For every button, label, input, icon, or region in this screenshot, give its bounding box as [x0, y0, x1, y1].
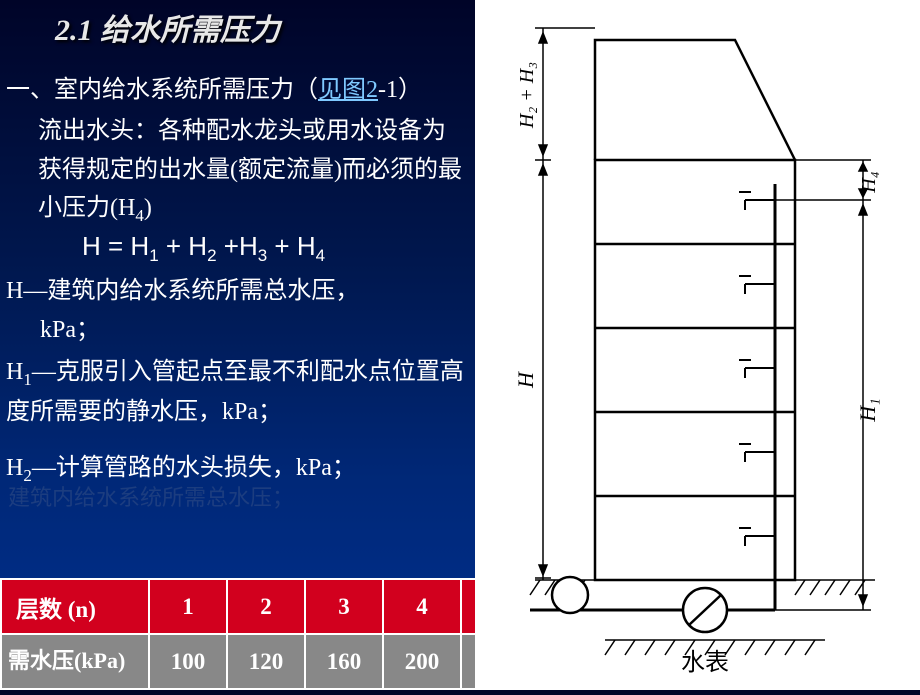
val-c0: 100 [149, 634, 227, 689]
f-s3: 3 [258, 246, 267, 265]
para2-a: 流出水头：各种配水龙头或用水设备为获得规定的出水量(额定流量)而必须的最小压力(… [38, 118, 462, 221]
formula: H = H1 + H2 +H3 + H4 [0, 229, 475, 272]
table-header-row: 层数 (n) 1 2 3 4 5 [1, 579, 539, 634]
def-H: H—建筑内给水系统所需总水压， kPa； [0, 272, 475, 349]
f-s1: 1 [149, 246, 158, 265]
label-H23: H₂ + H₃ [516, 62, 538, 129]
roof [595, 40, 795, 160]
ghost-text: 建筑内给水系统所需总水压； [8, 480, 294, 512]
para2-b: ) [144, 195, 152, 221]
defH2-a: H [6, 455, 23, 481]
defH1-a: H [6, 359, 23, 385]
f-p2: +H [217, 231, 258, 261]
meter-label: 水表 [681, 649, 729, 676]
hdr-c2: 3 [305, 579, 383, 634]
building-diagram: H H₂ + H₃ H₁ H₄ 水表 [475, 0, 920, 690]
pump-icon [552, 577, 588, 613]
hdr-c1: 2 [227, 579, 305, 634]
building-rect [595, 160, 795, 580]
defH-a: H—建筑内给水系统所需总水压， [6, 278, 359, 304]
val-c1: 120 [227, 634, 305, 689]
f-s4: 4 [316, 246, 325, 265]
defH1-sub: 1 [23, 370, 32, 389]
pressure-table: 层数 (n) 1 2 3 4 5 需水压(kPa) 100 120 160 20… [0, 578, 540, 690]
intro-line: 一、室内给水系统所需压力（见图2-1） [0, 57, 475, 109]
label-H: H [513, 371, 538, 389]
label-H4: H₄ [858, 171, 880, 193]
f-p3: + H [267, 231, 315, 261]
diagram-panel: H H₂ + H₃ H₁ H₄ 水表 [475, 0, 920, 690]
label-H1: H₁ [855, 398, 880, 423]
section-title: 2.1 给水所需压力 [0, 0, 475, 57]
def-H1: H1—克服引入管起点至最不利配水点位置高度所需要的静水压，kPa； [0, 353, 475, 431]
figure-link[interactable]: 见图2 [318, 77, 378, 103]
outflow-head-def: 流出水头：各种配水龙头或用水设备为获得规定的出水量(额定流量)而必须的最小压力(… [0, 109, 475, 229]
defH2-b: —计算管路的水头损失，kPa； [32, 455, 356, 481]
val-label: 需水压(kPa) [1, 634, 149, 689]
f-p1: + H [159, 231, 207, 261]
hdr-label: 层数 (n) [1, 579, 149, 634]
defH-b: kPa； [6, 317, 100, 343]
dim-H23 [535, 28, 595, 160]
val-c2: 160 [305, 634, 383, 689]
hdr-c3: 4 [383, 579, 461, 634]
intro-pre: 一、室内给水系统所需压力（ [6, 77, 318, 103]
table-value-row: 需水压(kPa) 100 120 160 200 240 [1, 634, 539, 689]
dim-H [535, 160, 551, 580]
f-lead: H = H [82, 231, 149, 261]
defH1-b: —克服引入管起点至最不利配水点位置高度所需要的静水压，kPa； [6, 359, 464, 425]
para2-sub: 4 [135, 206, 144, 225]
intro-post: -1） [378, 77, 422, 103]
val-c3: 200 [383, 634, 461, 689]
hdr-c0: 1 [149, 579, 227, 634]
f-s2: 2 [207, 246, 216, 265]
